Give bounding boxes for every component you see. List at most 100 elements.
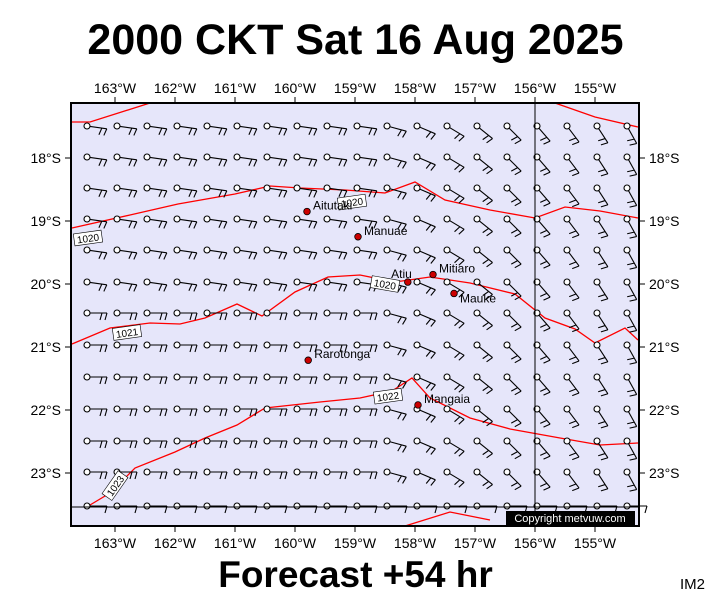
lat-label: 18°S <box>30 150 61 166</box>
lon-label: 159°W <box>334 535 377 551</box>
wind-barb <box>473 153 493 175</box>
wind-barb <box>113 246 138 260</box>
lat-label: 18°S <box>649 150 680 166</box>
isobar-line <box>84 377 639 509</box>
wind-barb <box>83 215 108 229</box>
wind-barb <box>173 278 198 292</box>
isobar-line <box>72 102 151 123</box>
wind-barb <box>203 309 228 321</box>
wind-barb <box>623 122 638 146</box>
lat-label: 21°S <box>30 339 61 355</box>
wind-barb <box>233 153 258 167</box>
wind-barb <box>143 468 168 480</box>
wind-barb <box>443 373 465 393</box>
lat-label: 22°S <box>30 402 61 418</box>
wind-barb <box>593 246 609 270</box>
station-marker <box>450 289 458 298</box>
wind-barb <box>623 309 638 333</box>
wind-barb <box>593 122 609 146</box>
wind-barb <box>293 405 318 417</box>
isobar-line <box>554 102 639 128</box>
forecast-label: Forecast +54 hr <box>218 554 493 595</box>
wind-barb <box>503 309 522 332</box>
wind-barb <box>353 153 378 167</box>
wind-barb <box>233 373 258 385</box>
wind-barb <box>473 309 493 331</box>
wind-barb <box>263 122 288 136</box>
isobar-value: 1020 <box>76 232 100 246</box>
lon-label: 158°W <box>394 535 437 551</box>
wind-barb <box>473 405 493 427</box>
wind-barb <box>473 437 493 459</box>
wind-barb <box>263 278 288 292</box>
wind-barb <box>143 215 168 229</box>
wind-barb <box>563 215 580 239</box>
wind-barb <box>323 246 348 260</box>
wind-barb <box>443 468 465 488</box>
wind-barb <box>593 468 609 492</box>
wind-barb <box>263 468 288 480</box>
wind-barb <box>563 184 580 208</box>
wind-barb <box>203 122 228 136</box>
wind-barb <box>413 373 436 391</box>
wind-barb <box>143 373 168 385</box>
map-frame <box>70 102 640 527</box>
isobar-label: 1021 <box>111 324 143 341</box>
wind-barb <box>473 184 493 206</box>
wind-barb <box>173 215 198 229</box>
isobar-line <box>71 181 639 229</box>
wind-barb <box>233 278 258 292</box>
wind-barb <box>323 184 348 198</box>
wind-barb <box>413 468 436 486</box>
wind-barb <box>173 153 198 167</box>
wind-barb <box>413 437 436 455</box>
wind-barb <box>173 122 198 136</box>
wind-barb <box>383 215 407 231</box>
wind-barb <box>83 153 108 167</box>
wind-barb <box>233 309 258 321</box>
wind-barb <box>443 246 465 266</box>
lon-label: 157°W <box>454 535 497 551</box>
wind-barb <box>293 341 318 353</box>
wind-barb <box>203 468 228 480</box>
wind-barb <box>383 468 407 484</box>
wind-barb <box>443 122 465 142</box>
wind-barb <box>593 437 609 461</box>
wind-barb <box>623 153 638 177</box>
station-marker <box>304 356 312 364</box>
wind-barb <box>503 405 522 428</box>
wind-barb <box>473 215 493 237</box>
wind-barb <box>293 373 318 385</box>
isobar-value: 1020 <box>340 197 364 211</box>
wind-barb <box>623 215 638 239</box>
wind-barb <box>383 309 407 325</box>
image-code: IM2 <box>680 576 706 593</box>
wind-barb <box>173 468 198 480</box>
wind-barb <box>503 215 522 238</box>
wind-barb <box>503 153 522 176</box>
wind-barb <box>353 405 378 417</box>
station-name: Aitutaki <box>313 199 352 213</box>
wind-barb <box>113 122 138 136</box>
wind-barb <box>83 246 108 260</box>
wind-barb <box>353 184 378 198</box>
wind-barb <box>413 309 436 327</box>
wind-barb <box>623 184 638 208</box>
wind-barb <box>563 309 580 333</box>
lat-label: 23°S <box>30 465 61 481</box>
wind-barb <box>83 468 108 480</box>
wind-barb <box>293 122 318 136</box>
wind-barb <box>233 122 258 136</box>
wind-barb <box>323 437 348 449</box>
wind-barb <box>83 405 108 417</box>
wind-barb <box>563 468 580 492</box>
wind-barb <box>143 309 168 321</box>
wind-barb <box>113 184 138 198</box>
wind-barb <box>563 122 580 146</box>
isobar-label: 1020 <box>369 275 401 293</box>
wind-barb <box>143 246 168 260</box>
wind-barb <box>173 373 198 385</box>
station-marker <box>414 401 422 409</box>
wind-barb <box>173 437 198 449</box>
station-name: Mitiaro <box>439 262 475 276</box>
